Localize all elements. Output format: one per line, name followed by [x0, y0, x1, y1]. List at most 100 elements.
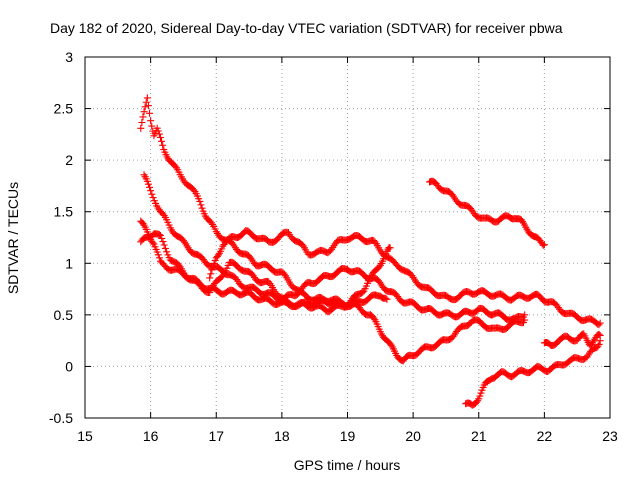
data-point-marker	[595, 340, 603, 348]
y-tick-label: 2	[65, 152, 73, 168]
data-point-marker	[394, 293, 402, 301]
data-point-marker	[519, 217, 526, 225]
series-track-4	[137, 230, 529, 365]
data-point-marker	[146, 109, 154, 117]
data-point-marker	[371, 238, 379, 246]
series-track-6	[426, 177, 548, 249]
data-point-marker	[141, 103, 149, 111]
data-point-marker	[476, 392, 484, 400]
data-point-marker	[148, 190, 156, 198]
x-tick-label: 15	[77, 428, 93, 444]
data-point-marker	[595, 321, 603, 329]
y-tick-label: 1.5	[54, 204, 74, 220]
data-point-marker	[154, 251, 162, 259]
x-tick-label: 19	[340, 428, 356, 444]
data-point-marker	[161, 244, 169, 252]
data-point-marker	[140, 108, 148, 116]
data-point-marker	[596, 319, 604, 327]
x-tick-label: 22	[537, 428, 553, 444]
data-point-marker	[175, 261, 183, 269]
chart-title: Day 182 of 2020, Sidereal Day-to-day VTE…	[50, 20, 563, 36]
data-point-marker	[450, 331, 458, 339]
data-point-marker	[229, 240, 237, 248]
data-point-marker	[209, 262, 217, 270]
data-point-marker	[448, 191, 456, 199]
data-point-marker	[539, 241, 547, 249]
data-point-marker	[156, 133, 164, 141]
data-point-marker	[207, 270, 215, 278]
data-point-marker	[382, 294, 390, 302]
plot-frame	[84, 56, 611, 419]
series-track-8	[540, 330, 604, 350]
data-point-marker	[383, 295, 391, 303]
data-point-marker	[139, 219, 147, 227]
data-point-marker	[143, 94, 151, 102]
data-point-marker	[409, 273, 417, 281]
data-point-marker	[594, 342, 602, 350]
x-tick-label: 16	[143, 428, 159, 444]
axis-ticks: 15 16 17 18 19 20 21 22 23 -0.5 0 0.5 1 1.5 2 2.5 3	[49, 49, 618, 444]
y-axis-label: SDTVAR / TECUs	[5, 182, 21, 294]
data-point-marker	[146, 183, 154, 191]
data-point-marker	[155, 254, 163, 262]
data-point-marker	[137, 124, 145, 132]
data-point-marker	[218, 273, 226, 281]
data-point-marker	[147, 117, 155, 125]
data-point-marker	[208, 266, 216, 274]
x-tick-label: 18	[274, 428, 290, 444]
data-point-marker	[149, 194, 157, 202]
series-track-5	[206, 227, 604, 329]
data-point-marker	[147, 187, 155, 195]
y-tick-label: 0	[65, 358, 73, 374]
data-point-marker	[280, 270, 288, 278]
x-tick-label: 17	[208, 428, 224, 444]
data-point-marker	[596, 331, 604, 339]
y-tick-label: 0.5	[54, 307, 74, 323]
data-point-marker	[171, 162, 179, 170]
data-point-marker	[370, 314, 378, 322]
y-tick-label: 1	[65, 255, 73, 271]
data-point-marker	[163, 248, 171, 256]
data-point-marker	[359, 288, 367, 296]
data-point-marker	[181, 238, 189, 246]
data-point-marker	[159, 141, 167, 149]
data-point-marker	[149, 239, 157, 247]
x-axis-label: GPS time / hours	[294, 457, 401, 473]
data-point-marker	[144, 102, 152, 110]
data-point-marker	[387, 341, 395, 349]
data-point-marker	[477, 389, 485, 397]
data-point-marker	[139, 113, 147, 121]
data-point-marker	[155, 130, 163, 138]
data-point-marker	[160, 241, 168, 249]
data-markers	[137, 94, 604, 409]
data-point-marker	[158, 137, 166, 145]
data-point-marker	[521, 316, 529, 324]
y-tick-label: 2.5	[54, 101, 74, 117]
data-point-marker	[265, 278, 273, 286]
data-point-marker	[156, 231, 164, 239]
y-tick-label: -0.5	[49, 410, 73, 426]
data-point-marker	[138, 118, 146, 126]
data-point-marker	[207, 219, 215, 227]
x-tick-label: 21	[471, 428, 487, 444]
data-point-marker	[376, 278, 384, 286]
data-point-marker	[190, 186, 198, 194]
data-point-marker	[144, 180, 152, 188]
data-point-marker	[148, 122, 156, 130]
data-point-marker	[155, 231, 163, 239]
data-point-marker	[206, 274, 214, 282]
series-track-7	[462, 337, 604, 409]
data-point-marker	[158, 234, 166, 242]
data-point-marker	[214, 251, 222, 259]
data-point-marker	[386, 244, 394, 252]
data-point-marker	[159, 238, 167, 246]
y-tick-label: 3	[65, 49, 73, 65]
data-point-marker	[595, 330, 603, 338]
data-point-marker	[154, 127, 162, 135]
data-point-marker	[196, 197, 204, 205]
data-point-marker	[247, 254, 255, 262]
x-tick-label: 23	[602, 428, 618, 444]
data-point-marker	[540, 241, 548, 249]
